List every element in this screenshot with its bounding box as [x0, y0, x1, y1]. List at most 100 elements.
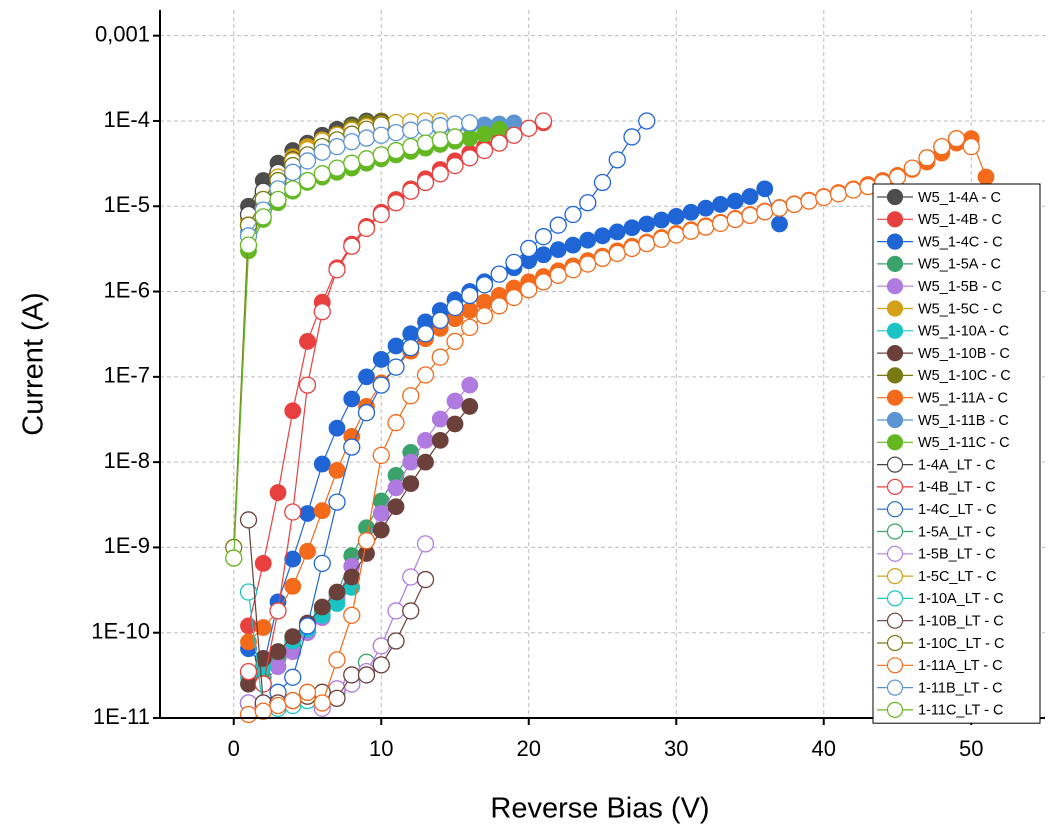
x-tick-label: 50	[959, 736, 983, 761]
legend-marker	[886, 233, 904, 250]
data-point	[815, 188, 833, 207]
legend-label: 1-5C_LT - C	[918, 569, 996, 585]
data-point	[357, 666, 376, 684]
data-point	[564, 236, 582, 254]
y-tick-label: 1E-5	[104, 192, 150, 217]
legend-label: 1-11B_LT - C	[918, 680, 1003, 696]
data-point	[284, 668, 302, 686]
data-point	[372, 146, 390, 164]
x-tick-label: 20	[517, 736, 541, 761]
data-point	[372, 446, 390, 465]
data-point	[372, 656, 390, 674]
legend-label: W5_1-11A - C	[918, 391, 1008, 407]
data-point	[240, 633, 257, 651]
data-point	[357, 129, 376, 147]
y-tick-label: 1E-9	[104, 533, 150, 558]
data-point	[343, 606, 361, 624]
data-point	[461, 149, 479, 167]
data-point	[417, 431, 434, 449]
data-point	[328, 583, 346, 601]
data-point	[343, 237, 361, 255]
data-point	[475, 276, 494, 294]
data-point	[564, 261, 582, 279]
data-point	[446, 392, 464, 410]
series	[239, 130, 980, 724]
legend-marker	[886, 211, 904, 228]
data-point	[372, 205, 390, 224]
data-point	[593, 173, 612, 192]
data-point	[284, 577, 302, 595]
data-point	[593, 249, 612, 268]
y-tick-label: 1E-10	[91, 619, 150, 644]
data-point	[372, 637, 390, 655]
data-point	[343, 154, 361, 172]
data-point	[431, 165, 449, 183]
data-point	[579, 231, 597, 249]
data-point	[269, 658, 287, 676]
legend-marker	[886, 701, 904, 719]
data-point	[770, 199, 789, 217]
data-point	[638, 234, 656, 253]
data-point	[608, 151, 626, 169]
data-point	[284, 503, 302, 521]
legend-marker	[886, 389, 904, 406]
data-point	[387, 602, 405, 620]
data-point	[402, 475, 420, 493]
data-point	[446, 156, 464, 175]
data-point	[653, 211, 670, 229]
data-point	[328, 419, 346, 437]
data-point	[298, 617, 317, 635]
data-point	[416, 535, 435, 553]
data-point	[239, 511, 258, 529]
series	[239, 112, 656, 712]
data-point	[328, 261, 346, 279]
data-point	[962, 137, 980, 156]
data-point	[387, 498, 405, 516]
data-point	[933, 137, 951, 156]
legend-label: 1-5B_LT - C	[918, 547, 996, 563]
data-point	[298, 171, 317, 190]
data-point	[534, 273, 553, 291]
data-point	[372, 505, 390, 522]
x-axis-title: Reverse Bias (V)	[490, 793, 709, 825]
data-point	[328, 461, 346, 479]
data-point	[461, 114, 479, 132]
data-point	[490, 134, 508, 152]
legend-marker	[886, 411, 904, 429]
data-point	[343, 568, 361, 586]
data-point	[682, 222, 700, 240]
data-point	[387, 632, 405, 650]
data-point	[520, 119, 538, 137]
data-point	[475, 307, 494, 325]
data-point	[254, 619, 272, 636]
data-point	[387, 358, 405, 376]
legend-label: 1-5A_LT - C	[918, 524, 996, 540]
data-point	[239, 583, 258, 601]
data-point	[549, 266, 567, 284]
data-point	[431, 410, 449, 428]
legend-label: W5_1-10B - C	[918, 346, 1010, 362]
data-point	[357, 219, 376, 238]
data-point	[328, 651, 346, 669]
data-point	[416, 570, 435, 589]
data-point	[372, 376, 390, 394]
data-point	[431, 311, 449, 329]
data-point	[313, 455, 331, 473]
data-point	[313, 502, 331, 520]
axes: 1E-11 1E-10 1E-9 1E-8 1E-7 1E-6 1E-5 1E-4 0,001 0…	[91, 10, 1045, 761]
data-point	[313, 598, 331, 616]
data-point	[416, 134, 435, 152]
data-point	[225, 549, 243, 567]
legend-marker	[886, 300, 904, 317]
data-point	[269, 602, 287, 620]
data-point	[461, 286, 479, 305]
data-point	[284, 550, 302, 568]
data-point	[239, 236, 258, 254]
data-point	[623, 219, 641, 237]
legend-label: W5_1-5A - C	[918, 257, 1001, 273]
data-point	[785, 195, 803, 214]
legend-label: W5_1-4B - C	[918, 212, 1002, 228]
data-point	[608, 223, 626, 241]
legend-marker	[886, 345, 904, 362]
data-point	[490, 265, 508, 283]
